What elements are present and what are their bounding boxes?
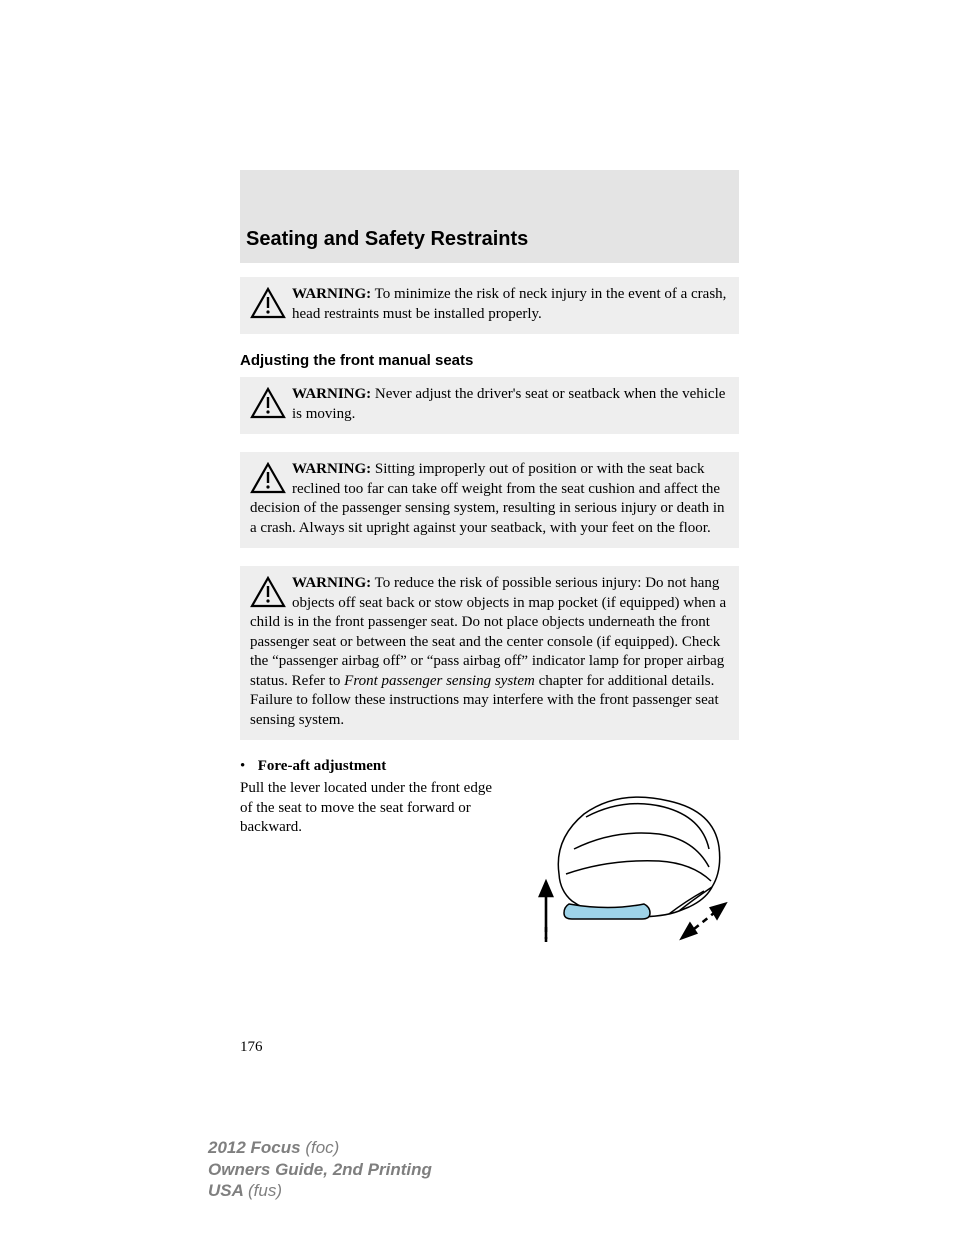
- footer-line: USA (fus): [208, 1180, 432, 1201]
- warning-label: WARNING:: [292, 461, 371, 477]
- warning-label: WARNING:: [292, 575, 371, 591]
- bullet-label: Fore-aft adjustment: [258, 758, 386, 774]
- footer-model: 2012 Focus: [208, 1138, 305, 1157]
- page-number: 176: [240, 1039, 739, 1056]
- manual-page: Seating and Safety Restraints WARNING: T…: [0, 0, 954, 1235]
- warning-label: WARNING:: [292, 386, 371, 402]
- body-paragraph: Pull the lever located under the front e…: [240, 779, 496, 838]
- footer-region: USA: [208, 1181, 248, 1200]
- bullet-item: • Fore-aft adjustment: [240, 758, 739, 775]
- warning-triangle-icon: [250, 462, 286, 494]
- bullet-marker: •: [240, 758, 254, 775]
- footer-code: (fus): [248, 1181, 282, 1200]
- body-row: Pull the lever located under the front e…: [240, 779, 739, 959]
- warning-text: To reduce the risk of possible serious i…: [250, 575, 726, 689]
- warning-triangle-icon: [250, 287, 286, 319]
- header-band: Seating and Safety Restraints: [240, 170, 739, 263]
- seat-adjustment-figure: [514, 779, 739, 959]
- page-footer: 2012 Focus (foc) Owners Guide, 2nd Print…: [208, 1137, 432, 1201]
- footer-code: (foc): [305, 1138, 339, 1157]
- footer-line: 2012 Focus (foc): [208, 1137, 432, 1158]
- warning-box: WARNING: To reduce the risk of possible …: [240, 566, 739, 740]
- subsection-heading: Adjusting the front manual seats: [240, 352, 739, 369]
- warning-box: WARNING: Never adjust the driver's seat …: [240, 377, 739, 434]
- warning-text-italic: Front passenger sensing system: [344, 673, 535, 689]
- warning-box: WARNING: Sitting improperly out of posit…: [240, 452, 739, 548]
- footer-line: Owners Guide, 2nd Printing: [208, 1159, 432, 1180]
- warning-triangle-icon: [250, 387, 286, 419]
- warning-triangle-icon: [250, 576, 286, 608]
- warning-box: WARNING: To minimize the risk of neck in…: [240, 277, 739, 334]
- section-title: Seating and Safety Restraints: [246, 228, 739, 251]
- warning-label: WARNING:: [292, 286, 371, 302]
